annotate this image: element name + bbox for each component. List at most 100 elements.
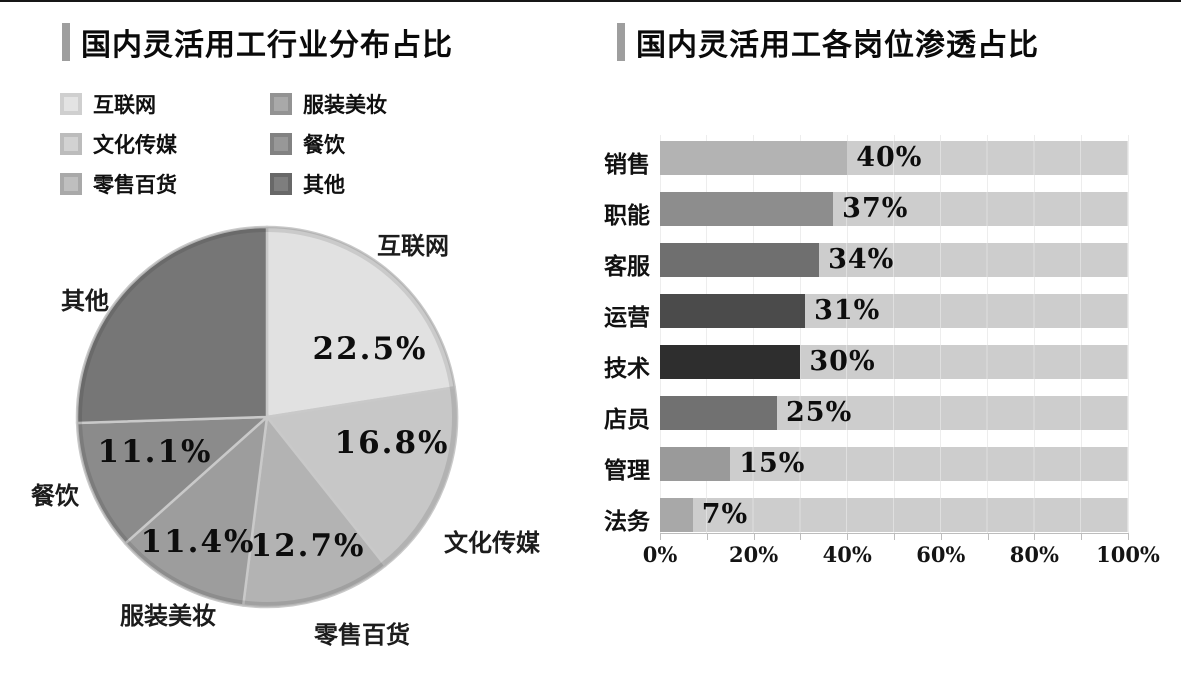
x-tick-label-60%: 60% — [916, 542, 966, 567]
pie-slice-value-零售百货: 12.7% — [250, 528, 366, 564]
bar-category-销售: 销售 — [604, 151, 650, 177]
bar-track-管理 — [660, 447, 1128, 481]
bar-value-店员 — [660, 396, 777, 430]
gridline — [1127, 135, 1129, 533]
bar-value-label-店员: 25% — [786, 397, 853, 428]
pie-slice-value-互联网: 22.5% — [312, 331, 428, 367]
legend-swatch — [60, 133, 82, 155]
legend-label: 文化传媒 — [93, 134, 177, 157]
x-axis-tick — [847, 533, 849, 540]
bar-category-客服: 客服 — [604, 253, 650, 279]
legend-label: 零售百货 — [93, 174, 177, 197]
legend-item: 互联网 — [60, 89, 270, 119]
legend-item: 其他 — [270, 169, 480, 199]
top-rule — [0, 0, 1181, 2]
gridline — [706, 135, 708, 533]
bar-value-销售 — [660, 141, 848, 175]
x-axis-tick — [753, 533, 755, 540]
legend-swatch — [270, 173, 292, 195]
legend-swatch — [60, 93, 82, 115]
pie-slice-互联网 — [265, 225, 457, 419]
x-tick-label-40%: 40% — [822, 542, 872, 567]
legend-label: 互联网 — [93, 94, 156, 117]
bar-value-label-销售: 40% — [856, 142, 923, 173]
bar-value-技术 — [660, 345, 801, 379]
bar-value-label-管理: 15% — [739, 448, 806, 479]
legend-swatch — [270, 93, 292, 115]
bar-value-label-职能: 37% — [842, 193, 909, 224]
bar-value-管理 — [660, 447, 731, 481]
gridline — [940, 135, 942, 533]
legend-label: 服装美妆 — [303, 94, 387, 117]
bar-category-店员: 店员 — [604, 406, 650, 432]
x-tick-label-20%: 20% — [729, 542, 779, 567]
pie-legend: 互联网 服装美妆 文化传媒 餐饮 零售百货 其他 — [60, 84, 480, 204]
legend-label: 餐饮 — [303, 134, 345, 157]
pie-slice-label-文化传媒: 文化传媒 — [444, 530, 540, 557]
pie-slice-服装美妆 — [123, 413, 269, 607]
pie-slice-label-服装美妆: 服装美妆 — [120, 603, 216, 630]
gridline — [893, 135, 895, 533]
pie-slice-value-文化传媒: 16.8% — [334, 425, 450, 461]
bar-category-职能: 职能 — [604, 202, 650, 228]
legend-swatch — [270, 133, 292, 155]
gridline — [799, 135, 801, 533]
gridline — [987, 135, 989, 533]
bar-value-label-运营: 31% — [814, 295, 881, 326]
legend-item: 文化传媒 — [60, 129, 270, 159]
bar-category-运营: 运营 — [604, 304, 650, 330]
gridline — [1033, 135, 1035, 533]
bar-value-label-技术: 30% — [809, 346, 876, 377]
bar-value-运营 — [660, 294, 806, 328]
right-chart-title: 国内灵活用工各岗位渗透占比 — [617, 20, 1039, 64]
gridline — [753, 135, 755, 533]
bar-track-法务 — [660, 498, 1128, 532]
bar-category-法务: 法务 — [604, 508, 650, 534]
pie-slice-文化传媒 — [264, 385, 459, 568]
pie-slice-value-餐饮: 11.1% — [97, 434, 213, 470]
x-tick-label-100%: 100% — [1096, 542, 1160, 567]
right-title-text: 国内灵活用工各岗位渗透占比 — [636, 29, 1039, 62]
x-tick-label-0%: 0% — [642, 542, 678, 567]
bar-category-管理: 管理 — [604, 457, 650, 483]
bar-value-法务 — [660, 498, 693, 532]
x-axis-tick — [1034, 533, 1036, 540]
gridline — [846, 135, 848, 533]
gridline — [1080, 135, 1082, 533]
bar-value-label-法务: 7% — [701, 499, 749, 530]
left-title-accent-bar — [62, 23, 70, 61]
bar-value-label-客服: 34% — [828, 244, 895, 275]
pie-slice-其他 — [75, 225, 269, 425]
left-chart-title: 国内灵活用工行业分布占比 — [62, 20, 453, 64]
x-tick-label-80%: 80% — [1009, 542, 1059, 567]
pie-slice-label-其他: 其他 — [61, 288, 109, 315]
x-axis-tick — [1128, 533, 1129, 540]
pie-slice-餐饮 — [75, 415, 271, 546]
pie-chart-svg — [75, 225, 459, 609]
x-axis-tick — [800, 533, 802, 540]
x-axis-tick — [987, 533, 989, 540]
bar-value-职能 — [660, 192, 834, 226]
x-axis-tick — [940, 533, 942, 540]
legend-swatch — [60, 173, 82, 195]
legend-item: 服装美妆 — [270, 89, 480, 119]
x-axis-tick — [660, 533, 661, 540]
pie-slice-label-互联网: 互联网 — [377, 233, 449, 260]
right-title-accent-bar — [617, 23, 625, 61]
left-title-text: 国内灵活用工行业分布占比 — [81, 29, 453, 62]
bar-value-客服 — [660, 243, 820, 277]
x-axis-tick — [1081, 533, 1083, 540]
gridline — [659, 135, 661, 533]
x-axis-tick — [894, 533, 895, 540]
pie-slice-label-餐饮: 餐饮 — [31, 483, 79, 510]
pie-slice-零售百货 — [241, 413, 388, 609]
legend-item: 餐饮 — [270, 129, 480, 159]
x-axis-tick — [706, 533, 708, 540]
pie-rim — [77, 227, 457, 607]
legend-label: 其他 — [303, 174, 345, 197]
legend-item: 零售百货 — [60, 169, 270, 199]
bar-category-技术: 技术 — [604, 355, 650, 381]
pie-slice-label-零售百货: 零售百货 — [314, 622, 410, 649]
pie-slice-value-服装美妆: 11.4% — [140, 524, 256, 560]
